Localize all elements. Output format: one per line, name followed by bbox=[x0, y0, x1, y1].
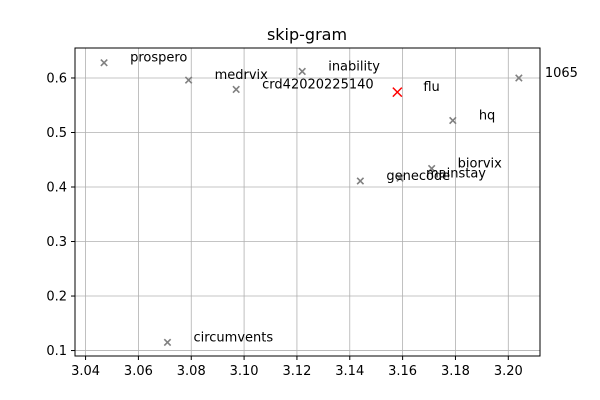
point-label: inability bbox=[328, 59, 380, 74]
point-label: mainstay bbox=[426, 166, 486, 181]
x-tick-label: 3.20 bbox=[494, 364, 523, 379]
x-tick-label: 3.16 bbox=[388, 364, 417, 379]
x-tick-label: 3.12 bbox=[282, 364, 311, 379]
point-label: crd42020225140 bbox=[262, 77, 374, 92]
axis-ticks: 3.04 3.06 3.08 3.10 3.12 3.14 3.16 3.18 3.20 0.1 0… bbox=[46, 71, 522, 379]
x-marker-stroke bbox=[100, 58, 108, 67]
x-marker-stroke bbox=[427, 164, 436, 173]
data-point-prospero: prospero bbox=[100, 51, 187, 67]
data-point-genecode: genecode bbox=[356, 169, 450, 185]
data-point-flu: flu bbox=[392, 80, 440, 98]
data-point-hq: hq bbox=[449, 109, 496, 125]
x-marker-stroke bbox=[515, 74, 523, 82]
x-marker-stroke bbox=[392, 87, 403, 98]
point-label: medrvix bbox=[215, 68, 269, 83]
x-marker-stroke bbox=[184, 76, 193, 84]
data-point-biorvix: biorvix bbox=[427, 156, 502, 173]
x-marker-stroke bbox=[232, 85, 240, 94]
y-tick-label: 0.5 bbox=[46, 126, 67, 141]
point-label: hq bbox=[479, 109, 496, 124]
data-point-crd42020225140: crd42020225140 bbox=[232, 77, 374, 94]
x-tick-label: 3.06 bbox=[124, 364, 153, 379]
point-label: 1065 bbox=[545, 66, 578, 81]
y-tick-label: 0.3 bbox=[46, 235, 67, 250]
data-point-circumvents: circumvents bbox=[163, 330, 273, 347]
x-marker-stroke bbox=[163, 338, 172, 347]
point-label: prospero bbox=[130, 51, 187, 66]
point-label: biorvix bbox=[458, 156, 502, 171]
data-point-inability: inability bbox=[298, 59, 380, 76]
x-tick-label: 3.08 bbox=[177, 364, 206, 379]
x-marker-stroke bbox=[449, 116, 457, 125]
x-tick-label: 3.14 bbox=[335, 364, 364, 379]
point-label: circumvents bbox=[193, 330, 273, 345]
y-tick-label: 0.1 bbox=[46, 344, 67, 359]
x-tick-label: 3.04 bbox=[71, 364, 100, 379]
x-marker-stroke bbox=[396, 174, 404, 183]
x-tick-label: 3.10 bbox=[230, 364, 259, 379]
data-point-1065: 1065 bbox=[515, 66, 578, 82]
point-label: genecode bbox=[386, 169, 450, 184]
x-tick-label: 3.18 bbox=[441, 364, 470, 379]
data-point-medrvix: medrvix bbox=[184, 68, 269, 84]
x-marker-stroke bbox=[356, 177, 365, 185]
point-label: flu bbox=[423, 80, 439, 95]
grid-lines bbox=[75, 48, 540, 356]
y-tick-label: 0.6 bbox=[46, 71, 67, 86]
x-marker-stroke bbox=[298, 67, 306, 76]
chart-title: skip-gram bbox=[267, 25, 347, 44]
axes-frame bbox=[74, 47, 541, 357]
data-point-mainstay: mainstay bbox=[396, 166, 486, 183]
y-tick-label: 0.2 bbox=[46, 290, 67, 305]
y-tick-label: 0.4 bbox=[46, 181, 67, 196]
